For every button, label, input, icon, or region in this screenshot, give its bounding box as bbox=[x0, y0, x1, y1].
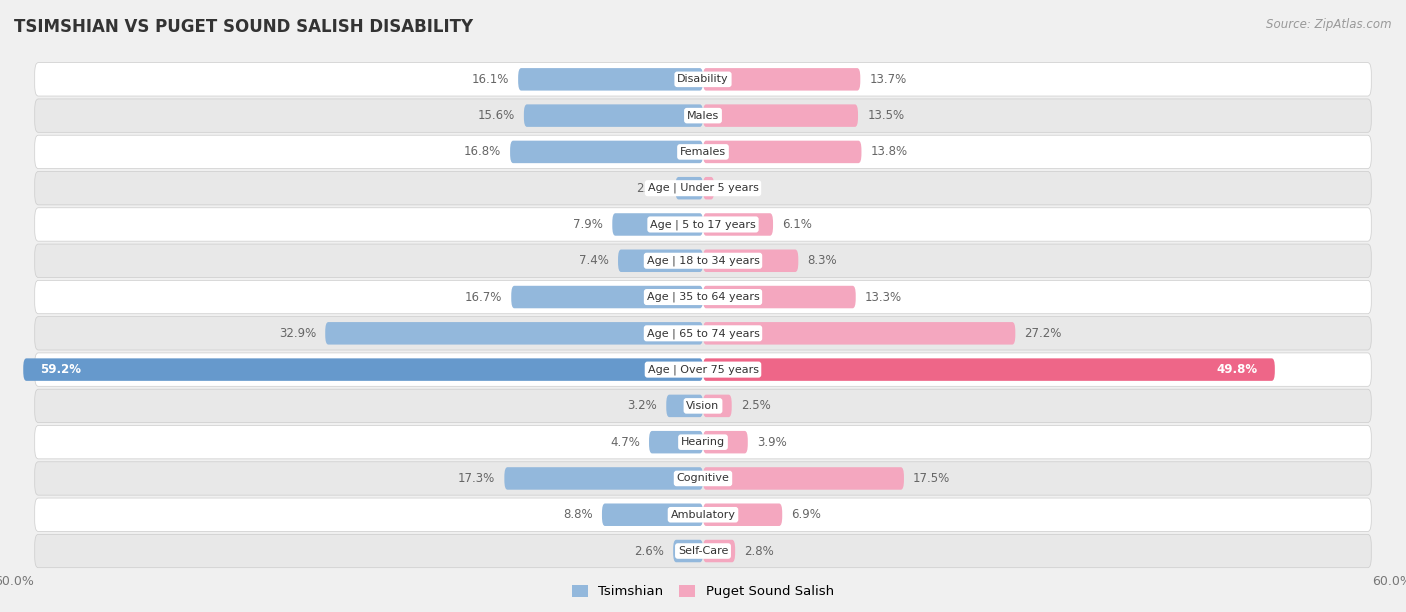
FancyBboxPatch shape bbox=[35, 244, 1371, 277]
Text: 3.9%: 3.9% bbox=[756, 436, 787, 449]
Text: Females: Females bbox=[681, 147, 725, 157]
Text: Hearing: Hearing bbox=[681, 437, 725, 447]
Text: 13.7%: 13.7% bbox=[869, 73, 907, 86]
Text: 15.6%: 15.6% bbox=[478, 109, 515, 122]
Text: Self-Care: Self-Care bbox=[678, 546, 728, 556]
Text: 17.5%: 17.5% bbox=[912, 472, 950, 485]
Text: 13.3%: 13.3% bbox=[865, 291, 903, 304]
Legend: Tsimshian, Puget Sound Salish: Tsimshian, Puget Sound Salish bbox=[572, 584, 834, 598]
FancyBboxPatch shape bbox=[703, 540, 735, 562]
FancyBboxPatch shape bbox=[35, 534, 1371, 568]
FancyBboxPatch shape bbox=[510, 141, 703, 163]
Text: 3.2%: 3.2% bbox=[627, 400, 657, 412]
FancyBboxPatch shape bbox=[703, 141, 862, 163]
Text: Age | 65 to 74 years: Age | 65 to 74 years bbox=[647, 328, 759, 338]
Text: 59.2%: 59.2% bbox=[41, 363, 82, 376]
Text: 32.9%: 32.9% bbox=[278, 327, 316, 340]
FancyBboxPatch shape bbox=[35, 425, 1371, 459]
FancyBboxPatch shape bbox=[325, 322, 703, 345]
Text: Age | 5 to 17 years: Age | 5 to 17 years bbox=[650, 219, 756, 230]
FancyBboxPatch shape bbox=[650, 431, 703, 453]
Text: 2.6%: 2.6% bbox=[634, 545, 664, 558]
FancyBboxPatch shape bbox=[703, 213, 773, 236]
FancyBboxPatch shape bbox=[612, 213, 703, 236]
FancyBboxPatch shape bbox=[35, 208, 1371, 241]
Text: Ambulatory: Ambulatory bbox=[671, 510, 735, 520]
FancyBboxPatch shape bbox=[24, 359, 703, 381]
FancyBboxPatch shape bbox=[673, 540, 703, 562]
FancyBboxPatch shape bbox=[666, 395, 703, 417]
FancyBboxPatch shape bbox=[512, 286, 703, 308]
Text: 16.7%: 16.7% bbox=[465, 291, 502, 304]
Text: Age | 18 to 34 years: Age | 18 to 34 years bbox=[647, 255, 759, 266]
FancyBboxPatch shape bbox=[35, 135, 1371, 168]
FancyBboxPatch shape bbox=[35, 280, 1371, 314]
Text: 7.4%: 7.4% bbox=[579, 254, 609, 267]
FancyBboxPatch shape bbox=[703, 250, 799, 272]
FancyBboxPatch shape bbox=[703, 467, 904, 490]
FancyBboxPatch shape bbox=[524, 105, 703, 127]
Text: 7.9%: 7.9% bbox=[574, 218, 603, 231]
FancyBboxPatch shape bbox=[703, 359, 1275, 381]
FancyBboxPatch shape bbox=[619, 250, 703, 272]
FancyBboxPatch shape bbox=[703, 504, 782, 526]
FancyBboxPatch shape bbox=[505, 467, 703, 490]
FancyBboxPatch shape bbox=[519, 68, 703, 91]
FancyBboxPatch shape bbox=[35, 498, 1371, 531]
FancyBboxPatch shape bbox=[35, 353, 1371, 386]
FancyBboxPatch shape bbox=[675, 177, 703, 200]
FancyBboxPatch shape bbox=[703, 105, 858, 127]
Text: 13.5%: 13.5% bbox=[868, 109, 904, 122]
Text: 6.1%: 6.1% bbox=[782, 218, 813, 231]
FancyBboxPatch shape bbox=[35, 99, 1371, 132]
FancyBboxPatch shape bbox=[703, 322, 1015, 345]
Text: 13.8%: 13.8% bbox=[870, 146, 908, 159]
Text: 2.4%: 2.4% bbox=[637, 182, 666, 195]
FancyBboxPatch shape bbox=[35, 171, 1371, 205]
Text: 0.97%: 0.97% bbox=[723, 182, 761, 195]
Text: 27.2%: 27.2% bbox=[1025, 327, 1062, 340]
FancyBboxPatch shape bbox=[35, 462, 1371, 495]
Text: 8.8%: 8.8% bbox=[564, 508, 593, 521]
Text: 16.1%: 16.1% bbox=[471, 73, 509, 86]
Text: 2.8%: 2.8% bbox=[744, 545, 775, 558]
FancyBboxPatch shape bbox=[703, 68, 860, 91]
Text: TSIMSHIAN VS PUGET SOUND SALISH DISABILITY: TSIMSHIAN VS PUGET SOUND SALISH DISABILI… bbox=[14, 18, 474, 36]
Text: 49.8%: 49.8% bbox=[1216, 363, 1257, 376]
FancyBboxPatch shape bbox=[602, 504, 703, 526]
FancyBboxPatch shape bbox=[703, 177, 714, 200]
Text: 4.7%: 4.7% bbox=[610, 436, 640, 449]
Text: Age | Under 5 years: Age | Under 5 years bbox=[648, 183, 758, 193]
FancyBboxPatch shape bbox=[703, 431, 748, 453]
Text: 2.5%: 2.5% bbox=[741, 400, 770, 412]
Text: 16.8%: 16.8% bbox=[464, 146, 501, 159]
FancyBboxPatch shape bbox=[703, 395, 731, 417]
FancyBboxPatch shape bbox=[35, 316, 1371, 350]
Text: Age | Over 75 years: Age | Over 75 years bbox=[648, 364, 758, 375]
FancyBboxPatch shape bbox=[35, 62, 1371, 96]
Text: Age | 35 to 64 years: Age | 35 to 64 years bbox=[647, 292, 759, 302]
Text: Vision: Vision bbox=[686, 401, 720, 411]
Text: 6.9%: 6.9% bbox=[792, 508, 821, 521]
Text: Disability: Disability bbox=[678, 74, 728, 84]
Text: 17.3%: 17.3% bbox=[458, 472, 495, 485]
Text: Source: ZipAtlas.com: Source: ZipAtlas.com bbox=[1267, 18, 1392, 31]
FancyBboxPatch shape bbox=[703, 286, 856, 308]
Text: Cognitive: Cognitive bbox=[676, 474, 730, 483]
Text: Males: Males bbox=[688, 111, 718, 121]
Text: 8.3%: 8.3% bbox=[807, 254, 837, 267]
FancyBboxPatch shape bbox=[35, 389, 1371, 422]
